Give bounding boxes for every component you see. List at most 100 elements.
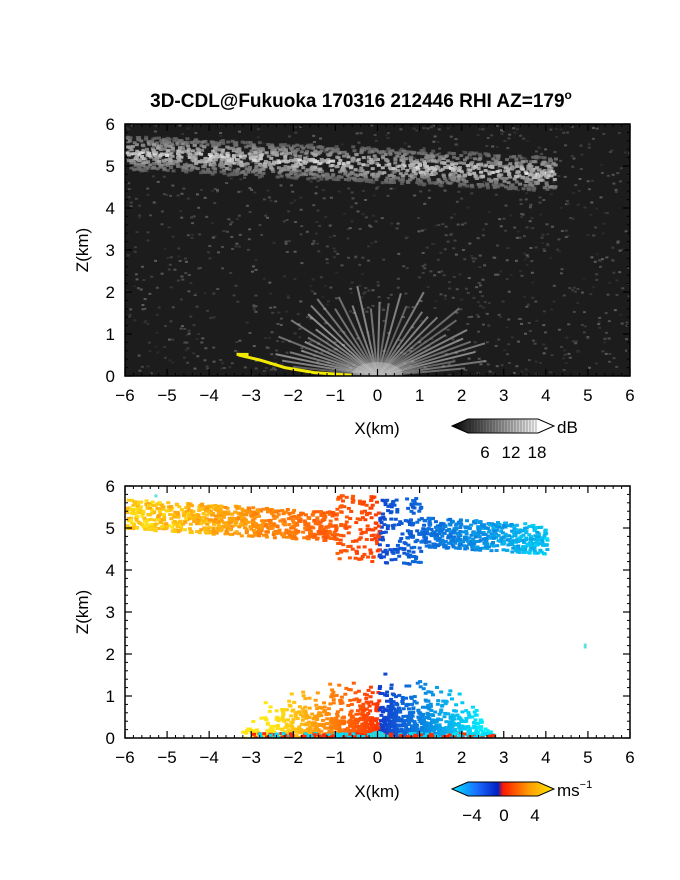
cloud-velocity-pixel <box>443 540 448 544</box>
cloud-pixel <box>306 177 311 181</box>
cloud-velocity-pixel <box>470 548 475 552</box>
noise-speck <box>126 255 130 258</box>
noise-speck <box>389 187 393 190</box>
noise-speck <box>390 222 394 225</box>
near-field-velocity-pixel <box>358 707 363 711</box>
cloud-velocity-pixel <box>265 530 270 534</box>
noise-speck <box>171 235 175 238</box>
near-field-velocity-pixel <box>346 703 351 707</box>
cloud-velocity-pixel <box>458 537 463 541</box>
cloud-velocity-pixel <box>364 537 369 541</box>
cloud-velocity-pixel <box>322 538 327 542</box>
cloud-pixel <box>318 167 323 171</box>
noise-speck <box>179 210 183 213</box>
near-field-velocity-pixel <box>412 699 417 703</box>
cloud-pixel <box>192 166 197 170</box>
cloud-pixel <box>270 145 275 149</box>
cloud-velocity-pixel <box>405 552 410 556</box>
cloud-velocity-pixel <box>437 537 442 541</box>
noise-speck <box>436 140 440 143</box>
cloud-pixel <box>141 157 146 161</box>
noise-speck <box>463 222 467 225</box>
cloud-velocity-pixel <box>517 550 522 554</box>
reflectivity-xtick-label: 3 <box>499 386 508 405</box>
cloud-pixel <box>256 147 261 151</box>
noise-speck <box>541 233 545 236</box>
near-field-velocity-pixel <box>426 714 431 718</box>
cloud-pixel <box>396 169 401 173</box>
cloud-velocity-pixel <box>485 526 490 530</box>
cloud-pixel <box>152 161 157 165</box>
cloud-velocity-pixel <box>486 530 491 534</box>
cloud-pixel <box>433 181 438 185</box>
noise-speck <box>516 230 520 233</box>
cloud-velocity-pixel <box>201 511 206 515</box>
cloud-pixel <box>225 154 230 158</box>
cloud-velocity-pixel <box>465 539 470 543</box>
noise-speck <box>579 144 583 147</box>
cloud-velocity-pixel <box>458 518 463 522</box>
noise-speck <box>525 254 529 257</box>
cloud-pixel <box>159 138 164 142</box>
cloud-velocity-pixel <box>475 545 480 549</box>
cloud-velocity-pixel <box>542 536 547 540</box>
cloud-velocity-pixel <box>222 512 227 516</box>
near-field-velocity-pixel <box>348 698 353 702</box>
cloud-velocity-pixel <box>339 510 344 514</box>
cloud-pixel <box>187 156 192 160</box>
cloud-pixel <box>295 174 300 178</box>
cloud-velocity-pixel <box>250 510 255 514</box>
cloud-pixel <box>526 167 531 171</box>
cloud-velocity-pixel <box>295 523 300 527</box>
cloud-pixel <box>393 167 398 171</box>
cloud-velocity-pixel <box>335 551 340 555</box>
cloud-velocity-pixel <box>158 520 163 524</box>
noise-speck <box>515 365 519 368</box>
cloud-pixel <box>180 150 185 154</box>
cloud-pixel <box>266 154 271 158</box>
cloud-pixel <box>165 153 170 157</box>
cloud-pixel <box>228 164 233 168</box>
cloud-velocity-pixel <box>169 517 174 521</box>
cloud-velocity-pixel <box>184 516 189 520</box>
cloud-velocity-pixel <box>364 513 369 517</box>
cloud-velocity-pixel <box>514 523 519 527</box>
cloud-velocity-pixel <box>371 533 376 537</box>
cloud-pixel <box>384 178 389 182</box>
cloud-pixel <box>457 184 462 188</box>
cloud-pixel <box>157 162 162 166</box>
noise-speck <box>193 294 197 297</box>
noise-speck <box>189 315 193 318</box>
cloud-velocity-pixel <box>186 507 191 511</box>
cloud-velocity-pixel <box>476 533 481 537</box>
cloud-velocity-pixel <box>315 510 320 514</box>
cloud-velocity-pixel <box>265 506 270 510</box>
cloud-velocity-pixel <box>203 526 208 530</box>
cloud-velocity-pixel <box>236 505 241 509</box>
noise-speck <box>311 341 315 344</box>
near-field-velocity-pixel <box>368 685 373 689</box>
cloud-velocity-pixel <box>150 500 155 504</box>
cloud-velocity-pixel <box>491 522 496 526</box>
noise-speck <box>206 367 210 370</box>
noise-speck <box>358 227 362 230</box>
noise-speck <box>257 177 261 180</box>
near-field-velocity-pixel <box>409 716 414 720</box>
cloud-pixel <box>425 174 430 178</box>
cloud-velocity-pixel <box>471 537 476 541</box>
noise-speck <box>550 354 554 357</box>
cloud-velocity-pixel <box>381 531 386 535</box>
cloud-pixel <box>371 175 376 179</box>
cloud-velocity-pixel <box>195 530 200 534</box>
cloud-pixel <box>140 154 145 158</box>
cloud-pixel <box>296 173 301 177</box>
near-field-velocity-pixel <box>307 696 312 700</box>
noise-speck <box>542 352 546 355</box>
cloud-velocity-pixel <box>407 555 412 559</box>
cloud-velocity-pixel <box>472 532 477 536</box>
cloud-velocity-pixel <box>276 513 281 517</box>
noise-speck <box>411 306 415 309</box>
cloud-pixel <box>331 177 336 181</box>
noise-speck <box>318 224 322 227</box>
near-field-velocity-pixel <box>269 724 274 728</box>
